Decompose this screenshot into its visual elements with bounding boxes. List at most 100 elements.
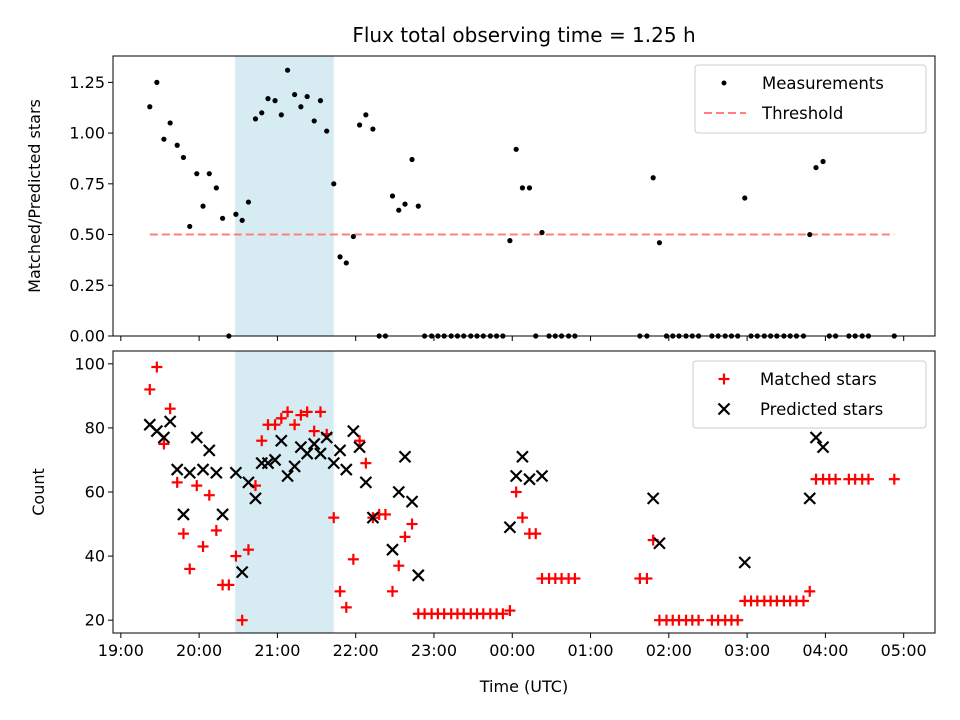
measurement-point	[161, 136, 167, 142]
legend-matched-label: Matched stars	[760, 370, 877, 389]
predicted-point-b	[523, 472, 536, 486]
matched-point	[862, 473, 874, 485]
matched-point	[242, 544, 254, 556]
x-tick-label: 01:00	[567, 641, 613, 660]
matched-point	[197, 540, 209, 552]
predicted-point-b	[646, 492, 660, 505]
predicted-point-b	[183, 466, 196, 480]
predicted-point-b	[190, 431, 204, 444]
measurement-point	[526, 185, 533, 191]
predicted-point-b	[353, 440, 366, 454]
measurement-point	[167, 120, 173, 126]
matched-point	[516, 512, 528, 524]
predicted-point	[333, 444, 347, 457]
x-tick-label: 04:00	[802, 641, 848, 660]
predicted-point-b	[816, 440, 830, 454]
predicted-point-b	[163, 415, 177, 428]
matched-point	[151, 361, 163, 373]
predicted-point-b	[143, 418, 157, 431]
predicted-point-b	[392, 485, 406, 499]
predicted-point	[190, 431, 204, 444]
bottom-y-axis-label: Count	[29, 468, 48, 516]
predicted-stars-points	[143, 415, 830, 582]
measurement-point	[813, 164, 819, 171]
matched-point	[504, 605, 516, 617]
bottom-legend-box	[692, 360, 927, 429]
matched-point	[191, 480, 203, 492]
predicted-point-b	[288, 460, 301, 473]
legend-matched-marker	[718, 373, 730, 385]
predicted-point-b	[333, 444, 347, 457]
matched-point	[497, 608, 509, 620]
top-y-tick-label: 0.00	[69, 327, 105, 346]
x-tick-label: 02:00	[646, 641, 692, 660]
predicted-point	[196, 463, 210, 476]
predicted-point-b	[300, 447, 314, 460]
predicted-point	[398, 450, 412, 464]
top-axes-frame	[112, 55, 936, 337]
matched-stars-points	[144, 361, 900, 626]
matched-point	[314, 406, 326, 418]
predicted-point	[816, 440, 830, 454]
measurement-point	[656, 240, 663, 246]
matched-point	[184, 563, 196, 575]
predicted-point	[803, 492, 817, 505]
matched-point	[230, 550, 242, 562]
matched-point	[301, 406, 313, 418]
matched-point	[804, 585, 816, 597]
measurement-point	[343, 260, 349, 266]
predicted-point	[163, 415, 177, 428]
predicted-point-b	[386, 543, 399, 556]
measurement-point	[174, 142, 180, 148]
predicted-point-b	[359, 476, 373, 489]
measurement-point	[194, 171, 200, 177]
matched-point	[510, 486, 522, 498]
predicted-point-b	[157, 431, 171, 444]
x-tick-label: 20:00	[176, 641, 222, 660]
legend-measurements-label: Measurements	[762, 74, 884, 93]
predicted-point-b	[509, 469, 523, 483]
predicted-point-b	[196, 463, 210, 476]
predicted-point	[300, 447, 314, 460]
measurement-point	[239, 217, 245, 223]
predicted-point-b	[177, 508, 190, 521]
predicted-point	[307, 437, 321, 451]
predicted-point-b	[235, 565, 249, 579]
matched-point	[360, 457, 372, 469]
matched-point	[830, 473, 842, 485]
measurement-point	[370, 126, 376, 132]
predicted-point	[261, 456, 275, 470]
predicted-point-b	[327, 456, 341, 470]
matched-point	[393, 560, 405, 572]
matched-point	[171, 476, 183, 488]
measurement-point	[807, 231, 813, 238]
measurement-point	[259, 110, 265, 116]
measurement-point	[252, 116, 259, 122]
predicted-point-b	[738, 556, 752, 569]
matched-point	[269, 419, 281, 431]
measurement-point	[220, 215, 226, 221]
bottom-axes-frame	[112, 350, 936, 634]
measurement-point	[409, 156, 415, 163]
measurement-point	[180, 154, 187, 161]
measurement-point	[402, 201, 408, 207]
bottom-y-tick-label: 80	[85, 418, 105, 437]
matched-point	[328, 512, 340, 524]
predicted-point	[216, 508, 229, 521]
top-y-tick-label: 0.75	[69, 174, 105, 193]
predicted-point	[235, 565, 249, 579]
matched-point	[144, 383, 156, 395]
measurement-point	[272, 98, 278, 104]
predicted-point-b	[320, 431, 333, 444]
predicted-point	[249, 492, 262, 505]
predicted-point-b	[210, 466, 223, 480]
predicted-point-b	[249, 492, 262, 505]
measurement-point	[304, 93, 310, 100]
measurement-point	[650, 175, 656, 181]
predicted-point-b	[516, 450, 529, 464]
measurement-point	[147, 104, 153, 110]
legend-plus	[718, 373, 730, 385]
predicted-point	[203, 444, 216, 457]
legend-threshold-label: Threshold	[761, 104, 843, 123]
predicted-point-b	[229, 466, 243, 480]
